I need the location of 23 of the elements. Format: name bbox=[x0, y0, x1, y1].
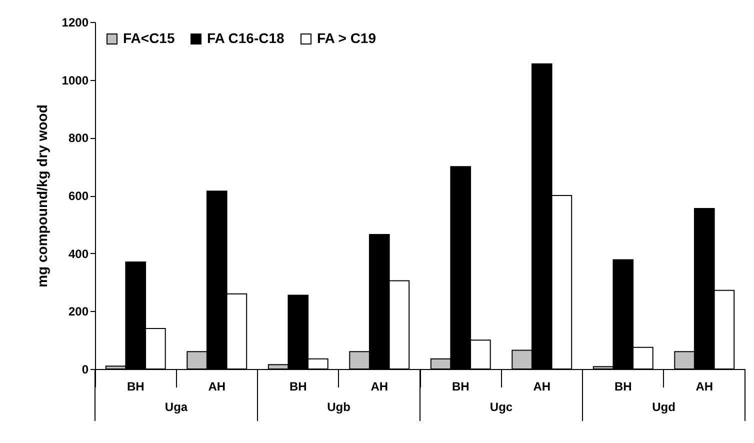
x-tick-label: AH bbox=[696, 380, 714, 394]
x-tick-label: AH bbox=[533, 380, 551, 394]
y-tick-label: 200 bbox=[68, 304, 89, 319]
x-tick-label: AH bbox=[370, 380, 388, 394]
legend-label: FA<C15 bbox=[123, 30, 175, 46]
y-tick-label: 1000 bbox=[62, 73, 89, 88]
legend-label: FA C16-C18 bbox=[207, 30, 284, 46]
x-tick-label: BH bbox=[452, 380, 470, 394]
legend-label: FA > C19 bbox=[317, 30, 376, 46]
x-tick-label: BH bbox=[614, 380, 632, 394]
y-tick-label: 800 bbox=[68, 131, 89, 146]
x-tick-label: AH bbox=[208, 380, 226, 394]
y-tick-label: 0 bbox=[82, 362, 89, 376]
x-tick-label: BH bbox=[126, 380, 144, 394]
y-axis-title: mg compound/kg dry wood bbox=[34, 104, 50, 288]
x-tick-label: BH bbox=[289, 380, 307, 394]
y-tick-label: 400 bbox=[68, 246, 89, 261]
y-tick-label: 1200 bbox=[62, 16, 89, 30]
text: Ugc bbox=[490, 400, 513, 414]
text: Ugb bbox=[327, 400, 350, 414]
text: Ugd bbox=[652, 400, 676, 414]
y-tick-label: 600 bbox=[68, 189, 89, 203]
text: Uga bbox=[164, 400, 188, 414]
